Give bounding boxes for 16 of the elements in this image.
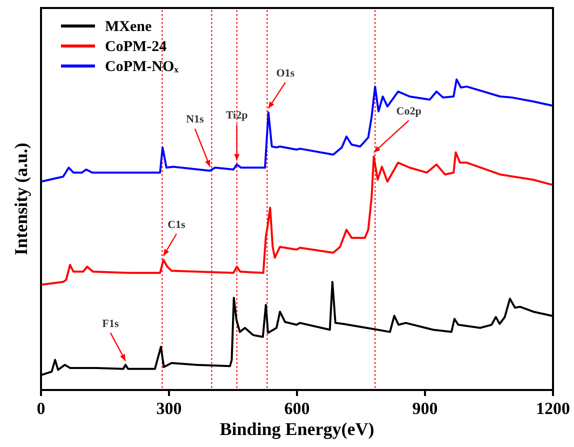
x-tick-label: 0 (36, 399, 46, 418)
annotation: O1s (276, 67, 296, 80)
x-tick-label: 1200 (536, 399, 570, 418)
annotation: C1s (168, 218, 186, 231)
x-tick-label: 900 (412, 399, 438, 418)
y-axis-title: Intensity (a.u.) (11, 142, 31, 256)
x-axis-title: Binding Energy(eV) (220, 419, 374, 439)
annotation: F1s (102, 318, 120, 330)
legend-label: CoPM-NOₓ (105, 59, 180, 75)
legend-label: CoPM-24 (105, 39, 168, 55)
x-tick-label: 300 (156, 399, 182, 418)
annotation: Ti2p (226, 110, 248, 122)
legend-label: MXene (105, 19, 152, 35)
x-tick-label: 600 (284, 399, 310, 418)
annotation: Co2p (396, 105, 422, 118)
annotation: N1s (186, 114, 205, 126)
